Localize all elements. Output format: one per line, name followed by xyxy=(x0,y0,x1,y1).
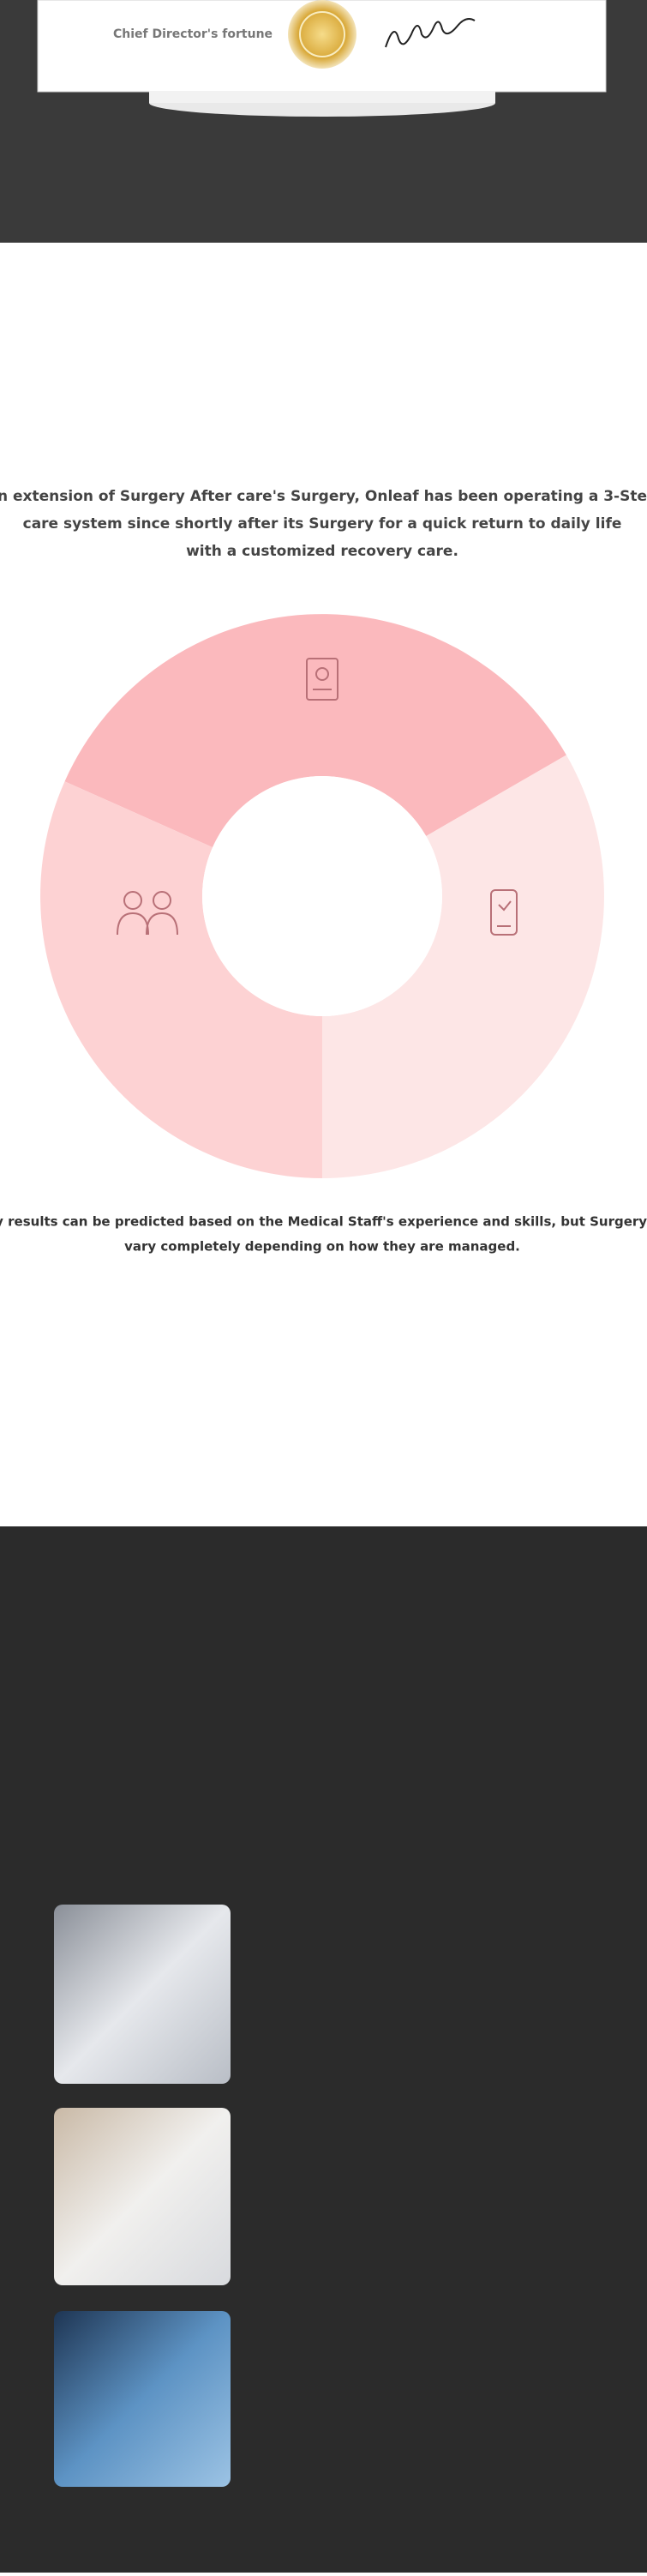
seal xyxy=(288,0,356,69)
note-text: City/Surgery results can be predicted ba… xyxy=(0,1214,647,1230)
certificate-caption: Chief Director's fortune xyxy=(113,27,273,41)
segment-top xyxy=(64,614,566,848)
photo xyxy=(54,2108,231,2285)
intro-text: Considered an extension of Surgery After… xyxy=(0,488,647,505)
note-text: vary completely depending on how they ar… xyxy=(124,1239,520,1255)
segment-right xyxy=(322,755,604,1178)
photo xyxy=(54,2311,231,2487)
icons xyxy=(117,658,518,936)
intro-text: care system since shortly after its Surg… xyxy=(23,515,622,533)
photo xyxy=(54,1905,231,2084)
donut-center xyxy=(202,776,442,1016)
intro-text: with a customized recovery care. xyxy=(186,543,458,560)
signature xyxy=(385,18,476,48)
segment-left xyxy=(40,781,323,1178)
pedestal-top xyxy=(149,91,495,103)
seal-ring xyxy=(299,11,345,57)
